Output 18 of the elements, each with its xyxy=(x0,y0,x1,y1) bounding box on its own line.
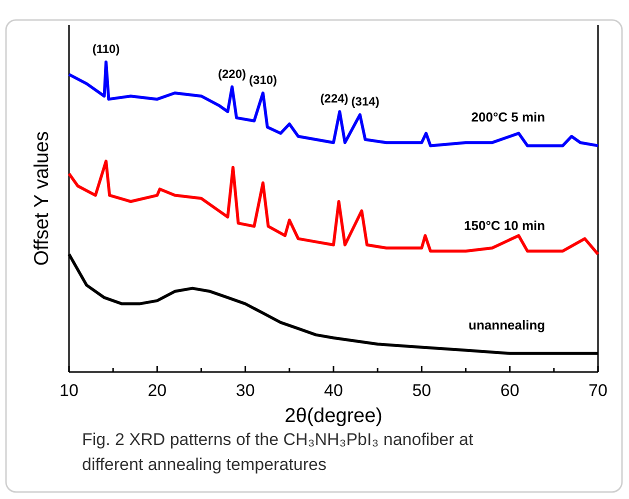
y-axis-title: Offset Y values xyxy=(31,131,53,266)
caption: Fig. 2 XRD patterns of the CH₃NH₃PbI₃ nanofiber at different annealing temperatures xyxy=(82,430,474,474)
x-axis-title: 2θ(degree) xyxy=(284,405,382,427)
x-tick-label: 40 xyxy=(324,381,343,400)
x-tick-label: 10 xyxy=(60,381,78,400)
annotation: (314) xyxy=(351,94,380,109)
x-tick-label: 70 xyxy=(588,381,608,400)
annotation: (224) xyxy=(320,92,348,106)
annotation: (220) xyxy=(218,66,246,81)
x-tick-label: 50 xyxy=(412,381,432,400)
series-label: unannealing xyxy=(468,317,546,332)
x-tick-label: 20 xyxy=(148,381,167,400)
series-label: 150°C 10 min xyxy=(464,218,546,234)
series-label: 200°C 5 min xyxy=(471,110,546,125)
x-tick-label: 30 xyxy=(236,381,255,400)
x-tick-label: 60 xyxy=(500,381,520,400)
annotation: (310) xyxy=(249,73,278,87)
annotation: (110) xyxy=(92,42,120,56)
